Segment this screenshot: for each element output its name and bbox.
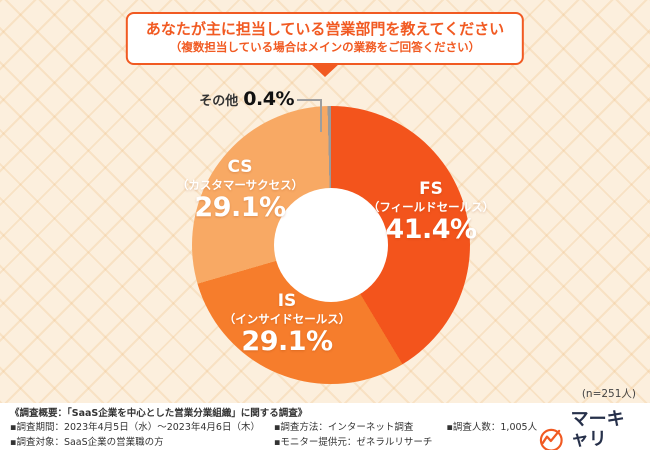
survey-item: ▪調査人数：1,005人 (446, 422, 538, 434)
survey-details: 《調査概要：「SaaS企業を中心とした営業分業組織」に関する調査》 ▪調査期間：… (10, 407, 537, 450)
logo-brand-text: マーキャリ (570, 409, 625, 450)
segment-label-is: IS （インサイドセールス） 29.1% (212, 291, 362, 358)
survey-column-2: ▪調査方法：インターネット調査 ▪モニター提供元：ゼネラルリサーチ (274, 421, 432, 450)
survey-item: ▪調査期間：2023年4月5日（水）～2023年4月6日（木） (10, 422, 260, 434)
question-line1: あなたが主に担当している営業部門を教えてください (145, 20, 505, 38)
segment-label-other: その他 0.4% (190, 88, 294, 110)
sample-size-label: (n=251人) (581, 388, 636, 400)
survey-item: ▪調査方法：インターネット調査 (273, 422, 414, 434)
segment-name-is: （インサイドセールス） (223, 311, 351, 326)
segment-code-is: IS (277, 291, 297, 311)
survey-item: ▪調査対象：SaaS企業の営業職の方 (10, 436, 164, 448)
segment-label-fs: FS （フィールドセールス） 41.4% (356, 179, 506, 246)
segment-label-cs: CS （カスタマーサクセス） 29.1% (160, 157, 320, 224)
logo-text: マーキャリ NEXT CAREER (571, 410, 640, 450)
segment-name-cs: （カスタマーサクセス） (176, 177, 304, 192)
segment-code-fs: FS (419, 179, 443, 199)
survey-item: ▪モニター提供元：ゼネラルリサーチ (273, 436, 433, 448)
segment-code-cs: CS (227, 157, 253, 177)
segment-pct-is: 29.1% (241, 326, 333, 358)
brand-logo: マーキャリ NEXT CAREER (537, 410, 640, 450)
question-line2: （複数担当している場合はメインの業務をご回答ください） (169, 40, 481, 54)
banner-pointer-arrow (310, 63, 340, 77)
segment-pct-other: 0.4% (243, 88, 294, 110)
segment-pct-cs: 29.1% (194, 192, 286, 224)
question-banner: あなたが主に担当している営業部門を教えてください （複数担当している場合はメイン… (125, 12, 525, 65)
segment-code-other: その他 (199, 94, 239, 109)
segment-name-fs: （フィールドセールス） (367, 199, 495, 214)
other-leader-line (297, 99, 322, 132)
donut-hole (274, 188, 388, 302)
survey-column-3: ▪調査人数：1,005人 (446, 421, 537, 450)
survey-column-1: ▪調査期間：2023年4月5日（水）～2023年4月6日（木） ▪調査対象：Sa… (10, 421, 260, 450)
survey-overview: 《調査概要：「SaaS企業を中心とした営業分業組織」に関する調査》 (10, 408, 308, 419)
survey-footer: 《調査概要：「SaaS企業を中心とした営業分業組織」に関する調査》 ▪調査期間：… (0, 403, 650, 450)
segment-pct-fs: 41.4% (385, 214, 477, 246)
logo-zigzag-icon (539, 429, 563, 450)
